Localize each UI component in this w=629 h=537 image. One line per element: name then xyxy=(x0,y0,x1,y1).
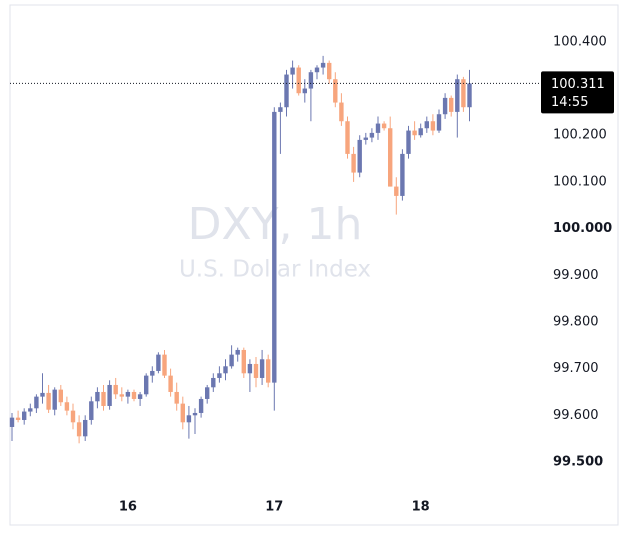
candle-body xyxy=(64,402,70,411)
candle-body xyxy=(107,384,112,406)
candle-body xyxy=(58,389,63,403)
price-label-box xyxy=(541,71,614,114)
candle-body xyxy=(363,137,368,140)
candle-body xyxy=(137,394,143,399)
candle-body xyxy=(247,363,253,374)
candle-body xyxy=(351,153,356,173)
candle-body xyxy=(119,394,124,397)
candle-body xyxy=(418,128,423,136)
candle-body xyxy=(113,384,118,395)
candle-body xyxy=(125,391,131,397)
candle-body xyxy=(101,391,106,406)
candle-body xyxy=(357,139,362,173)
candle-body xyxy=(180,403,185,423)
candle-body xyxy=(266,359,271,383)
candle-body xyxy=(229,354,234,367)
candle-body xyxy=(388,128,393,187)
candle-body xyxy=(436,114,442,131)
candle-body xyxy=(369,132,375,138)
candle-body xyxy=(381,123,387,129)
candle-body xyxy=(467,83,472,108)
candle-body xyxy=(162,354,167,376)
candle-body xyxy=(461,79,466,108)
candle-body xyxy=(235,349,240,355)
y-tick-label: 99.600 xyxy=(553,408,599,423)
candle-body xyxy=(144,375,149,395)
candle-body xyxy=(89,401,94,420)
candle-body xyxy=(302,88,307,94)
candle-body xyxy=(15,417,21,420)
y-tick-label: 100.400 xyxy=(553,34,607,49)
candle-body xyxy=(168,375,173,392)
candle-body xyxy=(455,79,460,112)
candle-body xyxy=(424,121,429,129)
candle-body xyxy=(412,130,417,136)
candle-body xyxy=(253,363,259,378)
candle-body xyxy=(333,79,338,103)
candle-body xyxy=(156,354,161,371)
candle-body xyxy=(40,392,45,397)
candle-body xyxy=(83,419,88,437)
y-tick-label: 99.900 xyxy=(553,268,599,283)
candle-body xyxy=(70,410,76,423)
candle-body xyxy=(345,121,350,154)
candle-body xyxy=(198,398,204,413)
y-tick-label: 100.200 xyxy=(553,128,607,143)
y-tick-label: 99.800 xyxy=(553,314,599,329)
candle-body xyxy=(442,97,448,115)
candle-body xyxy=(308,72,314,89)
candle-body xyxy=(272,111,277,383)
candle-body xyxy=(34,396,39,409)
candle-body xyxy=(394,186,399,196)
candle-body xyxy=(400,153,405,196)
y-tick-label: 99.700 xyxy=(553,361,599,376)
candle-body xyxy=(296,67,301,94)
candle-body xyxy=(9,417,15,427)
x-tick-label: 18 xyxy=(412,500,430,515)
candle-body xyxy=(290,67,295,75)
candle-body xyxy=(95,391,100,402)
candle-body xyxy=(327,62,332,80)
y-tick-label: 100.100 xyxy=(553,174,607,189)
y-tick-label: 99.500 xyxy=(553,454,603,469)
candle-body xyxy=(46,392,51,410)
candle-body xyxy=(375,123,381,133)
candle-body xyxy=(217,373,222,378)
candle-body xyxy=(52,389,57,410)
candle-body xyxy=(449,97,454,112)
x-tick-label: 16 xyxy=(119,500,137,515)
candle-body xyxy=(186,415,192,423)
x-tick-label: 17 xyxy=(265,500,283,515)
candle-body xyxy=(76,422,82,437)
candle-body xyxy=(284,74,289,108)
candle-body xyxy=(241,349,246,374)
candle-body xyxy=(320,62,326,68)
candle-body xyxy=(28,408,33,412)
candle-body xyxy=(211,377,216,388)
candle-body xyxy=(192,412,198,416)
price-label: 100.311 xyxy=(551,77,605,92)
candle-body xyxy=(406,130,411,154)
candle-body xyxy=(223,366,228,374)
candle-body xyxy=(150,370,155,376)
y-tick-label: 100.000 xyxy=(553,221,612,236)
candle-body xyxy=(314,67,320,73)
candle-body xyxy=(339,102,344,122)
price-countdown: 14:55 xyxy=(551,95,588,110)
candle-body xyxy=(131,391,137,399)
candle-body xyxy=(174,391,179,404)
candle-body xyxy=(430,121,436,131)
candle-body xyxy=(259,359,265,378)
candle-body xyxy=(205,387,210,399)
chart-frame xyxy=(9,4,619,526)
candle-body xyxy=(22,411,27,420)
candle-body xyxy=(278,107,283,112)
